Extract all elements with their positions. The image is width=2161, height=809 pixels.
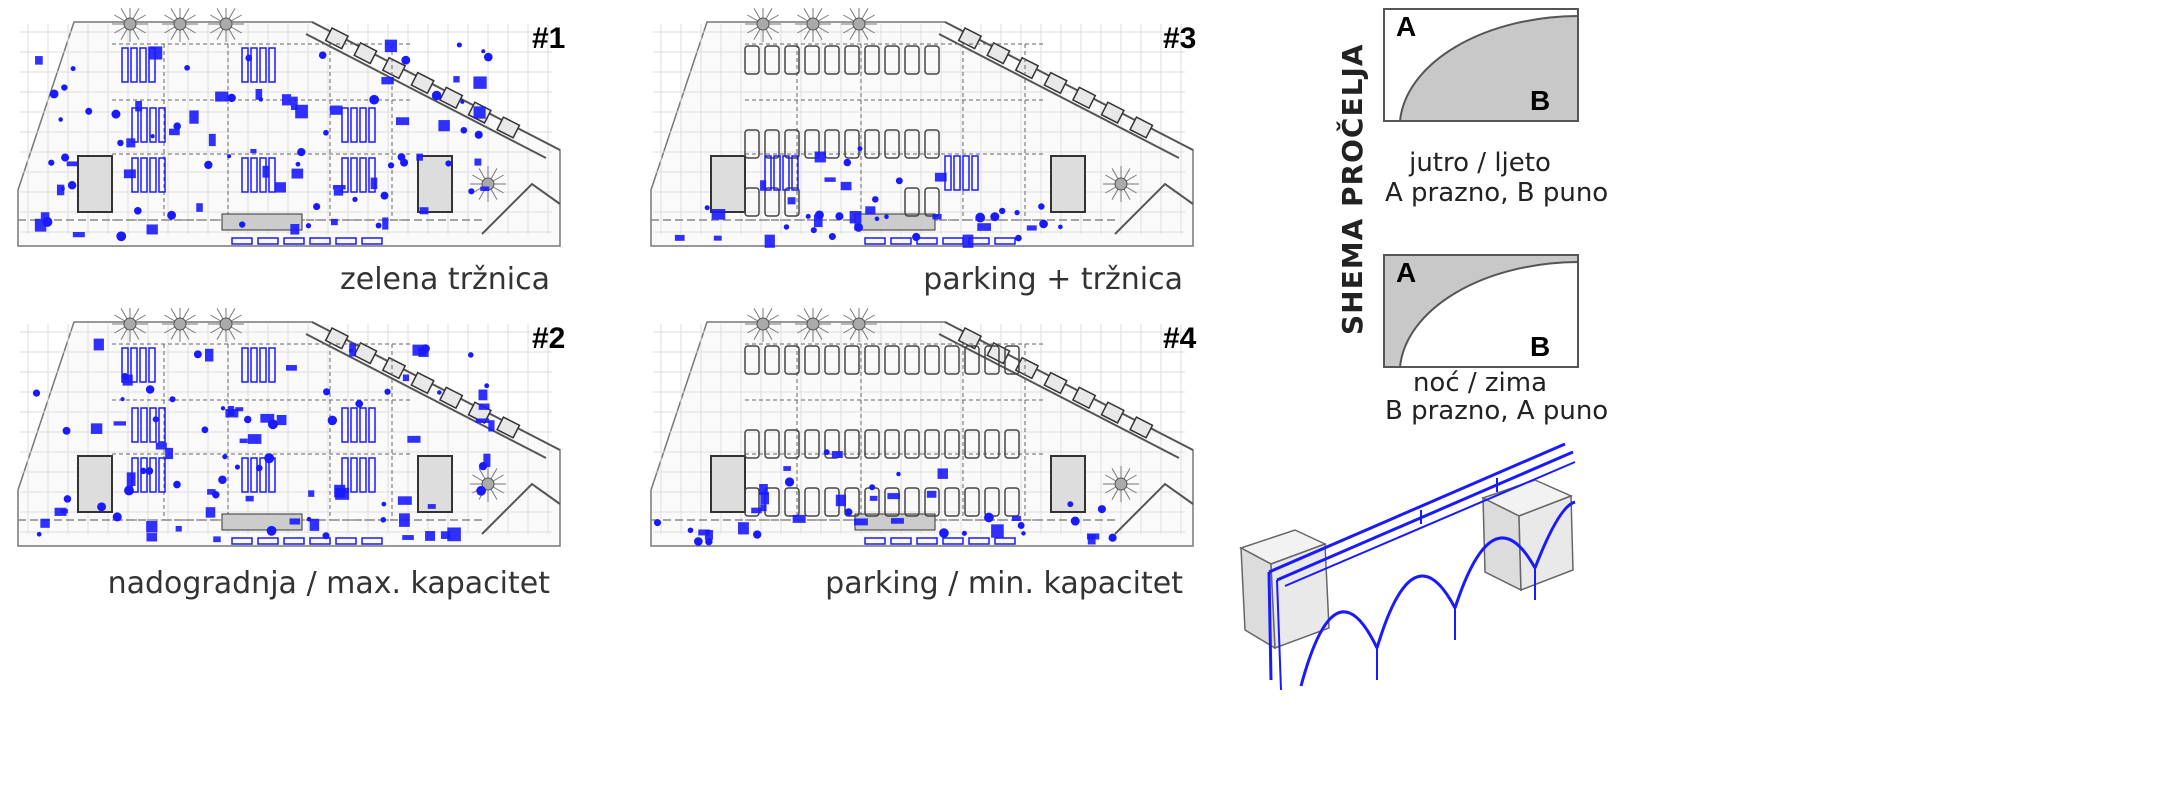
plan-caption-4: parking / min. kapacitet — [825, 566, 1183, 601]
facade-state-day-desc: A prazno, B puno — [1385, 178, 1609, 208]
facade-label-a-2: A — [1396, 257, 1416, 288]
facade-label-b-2: B — [1530, 331, 1550, 362]
plan-caption-3: parking + tržnica — [923, 262, 1183, 297]
floor-plan-3 — [650, 8, 1194, 248]
plan-caption-2: nadogradnja / max. kapacitet — [107, 566, 550, 601]
facade-state-day-time: jutro / ljeto — [1409, 148, 1551, 178]
floor-plan-1 — [17, 8, 561, 247]
facade-state-day: A B — [1383, 8, 1579, 122]
facade-state-night-desc: B prazno, A puno — [1385, 396, 1609, 426]
facade-label-b: B — [1530, 85, 1550, 116]
plan-number-3: #3 — [1163, 22, 1197, 55]
plan-number-4: #4 — [1163, 322, 1197, 355]
facade-scheme-title: SHEMA PROČELJA — [1336, 43, 1369, 336]
plan-number-1: #1 — [532, 22, 566, 55]
plan-number-2: #2 — [532, 322, 566, 355]
facade-label-a: A — [1396, 11, 1416, 42]
floor-plan-2 — [17, 308, 561, 547]
facade-state-night-time: noć / zima — [1412, 368, 1548, 398]
facade-state-night: A B — [1383, 254, 1579, 368]
floor-plan-4 — [650, 308, 1194, 547]
facade-axonometric-sketch — [1239, 442, 1576, 691]
plan-caption-1: zelena tržnica — [340, 262, 550, 297]
